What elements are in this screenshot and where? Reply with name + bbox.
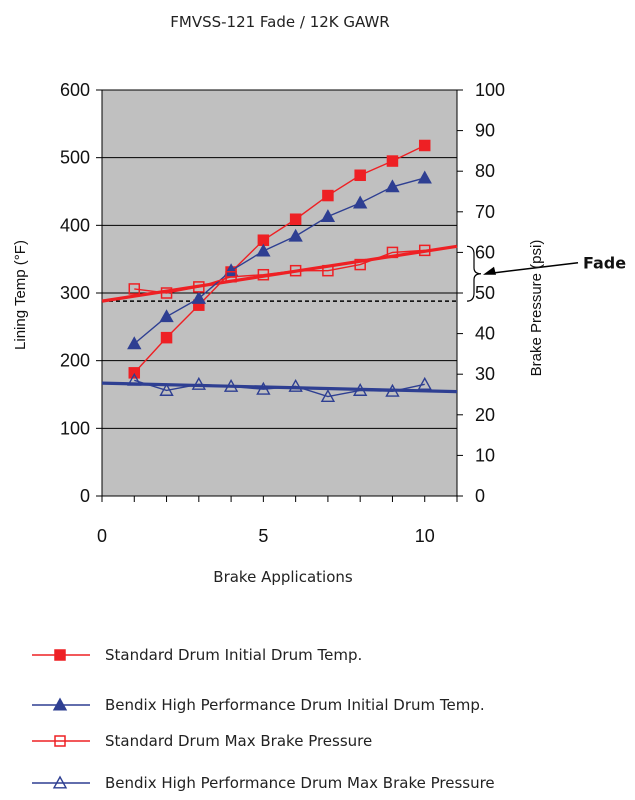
legend-marker xyxy=(52,775,68,789)
data-series xyxy=(127,139,432,403)
y-tick-label-right: 80 xyxy=(475,161,495,181)
y-tick-label-left: 600 xyxy=(60,80,90,100)
data-point xyxy=(128,367,141,379)
data-point xyxy=(159,382,174,396)
fade-arrow-head xyxy=(483,266,496,275)
data-point xyxy=(417,170,432,184)
data-point xyxy=(354,169,366,182)
data-point xyxy=(354,258,366,271)
series-4 xyxy=(127,372,432,403)
data-point xyxy=(193,281,205,293)
data-point xyxy=(418,244,431,257)
data-point xyxy=(385,179,400,193)
y-tick-label-right: 60 xyxy=(475,242,495,262)
data-point xyxy=(223,378,239,392)
x-axis-label: Brake Applications xyxy=(213,568,353,586)
y-tick-label-right: 10 xyxy=(475,445,495,465)
data-point xyxy=(386,246,399,259)
data-point xyxy=(127,372,142,386)
fade-brace xyxy=(466,245,482,302)
y-tick-label-right: 70 xyxy=(475,202,495,222)
data-point xyxy=(417,376,432,390)
y-axis-label-right: Brake Pressure (psi) xyxy=(528,240,545,377)
data-point xyxy=(352,195,368,209)
y-tick-label-left: 500 xyxy=(60,148,90,168)
tick-labels: 0100200300400500600010203040506070809010… xyxy=(60,80,505,546)
data-point xyxy=(322,264,334,277)
legend-label: Standard Drum Initial Drum Temp. xyxy=(105,646,362,664)
x-tick-label: 5 xyxy=(258,526,268,546)
data-point xyxy=(288,378,303,392)
data-point xyxy=(225,271,237,283)
legend-marker xyxy=(54,649,66,661)
legend-item: Bendix High Performance Drum Max Brake P… xyxy=(32,774,495,792)
series-line xyxy=(133,177,425,345)
data-point xyxy=(352,382,368,396)
y-axis-label-left: Lining Temp (°F) xyxy=(12,240,29,350)
series-line xyxy=(133,144,426,374)
y-tick-label-left: 100 xyxy=(60,418,90,438)
data-point xyxy=(386,155,399,167)
y-tick-label-right: 40 xyxy=(475,324,495,344)
data-point xyxy=(320,389,336,403)
data-point xyxy=(256,243,271,257)
series-line xyxy=(134,379,425,398)
legend-item: Standard Drum Max Brake Pressure xyxy=(32,732,372,750)
x-tick-label: 10 xyxy=(415,526,435,546)
data-point xyxy=(223,263,239,277)
y-tick-label-left: 300 xyxy=(60,283,90,303)
data-point xyxy=(288,228,303,242)
series-3 xyxy=(128,244,431,299)
legend-label: Standard Drum Max Brake Pressure xyxy=(105,732,372,750)
y-tick-label-right: 90 xyxy=(475,121,495,141)
fade-label: Fade xyxy=(583,254,626,273)
y-tick-label-left: 200 xyxy=(60,351,90,371)
data-point xyxy=(385,383,400,397)
data-point xyxy=(159,309,174,323)
data-point xyxy=(256,381,271,395)
legend-item: Bendix High Performance Drum Initial Dru… xyxy=(32,696,485,714)
chart-title: FMVSS-121 Fade / 12K GAWR xyxy=(170,13,389,31)
data-point xyxy=(322,189,334,202)
y-tick-label-left: 400 xyxy=(60,215,90,235)
data-point xyxy=(160,331,173,344)
legend-marker xyxy=(52,697,68,711)
legend-label: Bendix High Performance Drum Max Brake P… xyxy=(105,774,495,792)
fade-annotation: Fade xyxy=(466,245,626,302)
data-point xyxy=(289,213,302,225)
data-point xyxy=(257,268,270,281)
data-point xyxy=(127,336,142,350)
data-point xyxy=(320,209,336,223)
legend-marker xyxy=(54,735,66,747)
y-tick-label-right: 0 xyxy=(475,486,485,506)
legend: Standard Drum Initial Drum Temp. Bendix H… xyxy=(32,646,495,792)
x-tick-label: 0 xyxy=(97,526,107,546)
fade-arrow-line xyxy=(486,261,579,275)
y-tick-label-right: 30 xyxy=(475,364,495,384)
data-point xyxy=(418,139,431,152)
y-tick-label-right: 50 xyxy=(475,283,495,303)
legend-item: Standard Drum Initial Drum Temp. xyxy=(32,646,362,664)
data-point xyxy=(191,290,207,304)
data-point xyxy=(160,287,173,299)
data-point xyxy=(289,264,302,277)
series-line xyxy=(134,249,425,294)
legend-label: Bendix High Performance Drum Initial Dru… xyxy=(105,696,485,714)
data-point xyxy=(191,376,207,390)
y-tick-label-right: 100 xyxy=(475,80,505,100)
series-2 xyxy=(127,170,432,350)
y-tick-label-right: 20 xyxy=(475,405,495,425)
y-tick-label-left: 0 xyxy=(80,486,90,506)
data-point xyxy=(128,283,141,295)
axes xyxy=(96,89,463,502)
